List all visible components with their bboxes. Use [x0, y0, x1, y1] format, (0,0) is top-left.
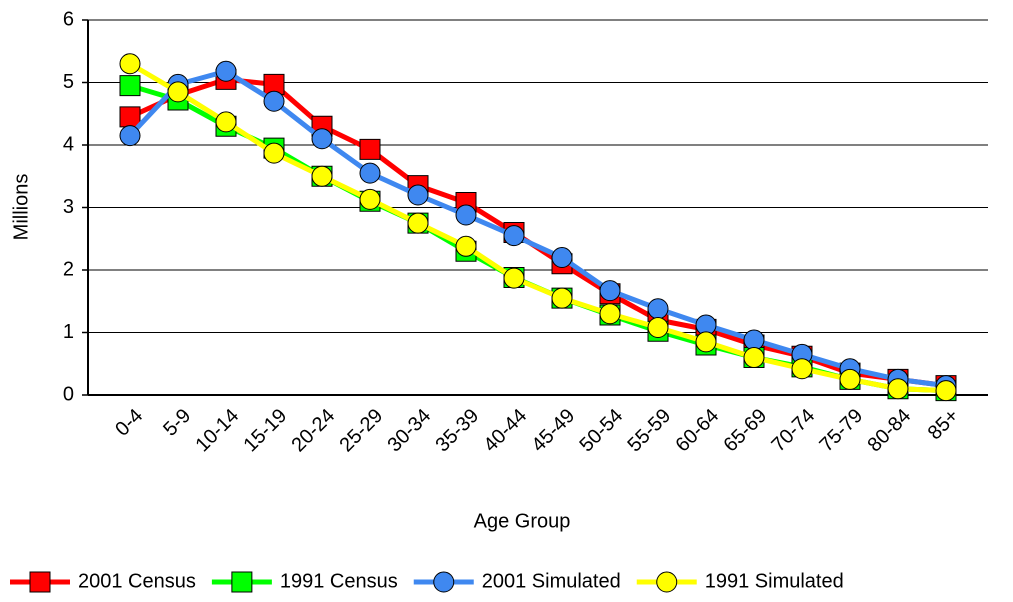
marker: [791, 358, 813, 380]
x-tick-label: 35-39: [432, 405, 484, 457]
y-tick-label: 5: [63, 71, 74, 93]
marker: [935, 380, 957, 402]
x-tick-label: 10-14: [192, 405, 244, 457]
marker: [311, 128, 333, 150]
marker: [119, 106, 141, 128]
marker: [455, 204, 477, 226]
marker: [119, 75, 141, 97]
legend-entry: 2001 Simulated: [413, 570, 621, 593]
x-tick-label: 70-74: [768, 405, 820, 457]
legend-marker: [433, 571, 455, 593]
x-tick-label: 15-19: [240, 405, 292, 457]
x-tick-label: 30-34: [384, 405, 436, 457]
series-line: [129, 83, 947, 394]
y-tick-label: 6: [63, 8, 74, 30]
marker: [407, 184, 429, 206]
legend-label: 1991 Census: [280, 570, 398, 592]
marker: [503, 267, 525, 289]
marker: [359, 188, 381, 210]
x-tick-label: 0-4: [111, 405, 147, 441]
marker: [119, 125, 141, 147]
marker: [215, 60, 237, 82]
marker: [263, 90, 285, 112]
y-axis-title: Millions: [10, 174, 32, 241]
series: [119, 68, 957, 397]
marker: [551, 287, 573, 309]
x-tick-label: 40-44: [480, 405, 532, 457]
legend-entry: 2001 Census: [10, 570, 196, 593]
x-tick-label: 45-49: [528, 405, 580, 457]
legend-label: 2001 Simulated: [482, 570, 621, 592]
marker: [599, 280, 621, 302]
series-line: [128, 68, 947, 389]
series-line: [128, 76, 947, 389]
x-tick-label: 80-84: [864, 405, 916, 457]
marker: [887, 378, 909, 400]
marker: [839, 368, 861, 390]
x-axis-title: Age Group: [474, 510, 571, 532]
marker: [359, 138, 381, 160]
marker: [167, 81, 189, 103]
legend-marker: [29, 571, 51, 593]
series: [119, 60, 957, 397]
marker: [407, 212, 429, 234]
legend-marker: [656, 571, 678, 593]
marker: [215, 111, 237, 133]
marker: [743, 347, 765, 368]
series-line: [128, 61, 947, 394]
x-tick-label: 20-24: [288, 405, 340, 457]
legend-entry: 1991 Simulated: [636, 570, 844, 593]
legend-label: 2001 Census: [78, 570, 196, 592]
series: [119, 53, 957, 402]
marker: [695, 331, 717, 353]
x-tick-label: 75-79: [816, 405, 868, 457]
marker: [263, 142, 285, 164]
marker: [359, 162, 381, 184]
x-tick-label: 60-64: [672, 405, 724, 457]
legend-label: 1991 Simulated: [705, 570, 844, 592]
marker: [311, 165, 333, 187]
series: [119, 75, 957, 402]
y-tick-label: 0: [63, 383, 74, 405]
x-tick-label: 55-59: [624, 405, 676, 457]
marker: [647, 298, 669, 320]
legend-marker: [231, 571, 253, 593]
marker: [455, 235, 477, 257]
marker: [599, 303, 621, 325]
marker: [503, 225, 525, 247]
marker: [551, 247, 573, 268]
x-tick-label: 85+: [924, 405, 964, 445]
x-tick-label: 50-54: [576, 405, 628, 457]
y-tick-label: 3: [63, 196, 74, 218]
x-tick-label: 25-29: [336, 405, 388, 457]
marker: [119, 53, 141, 75]
x-tick-label: 65-69: [720, 405, 772, 457]
y-tick-label: 1: [63, 321, 74, 343]
y-tick-label: 2: [63, 258, 74, 280]
y-tick-label: 4: [63, 133, 74, 155]
x-tick-label: 5-9: [159, 405, 195, 441]
legend-entry: 1991 Census: [211, 570, 398, 593]
marker: [647, 317, 669, 338]
